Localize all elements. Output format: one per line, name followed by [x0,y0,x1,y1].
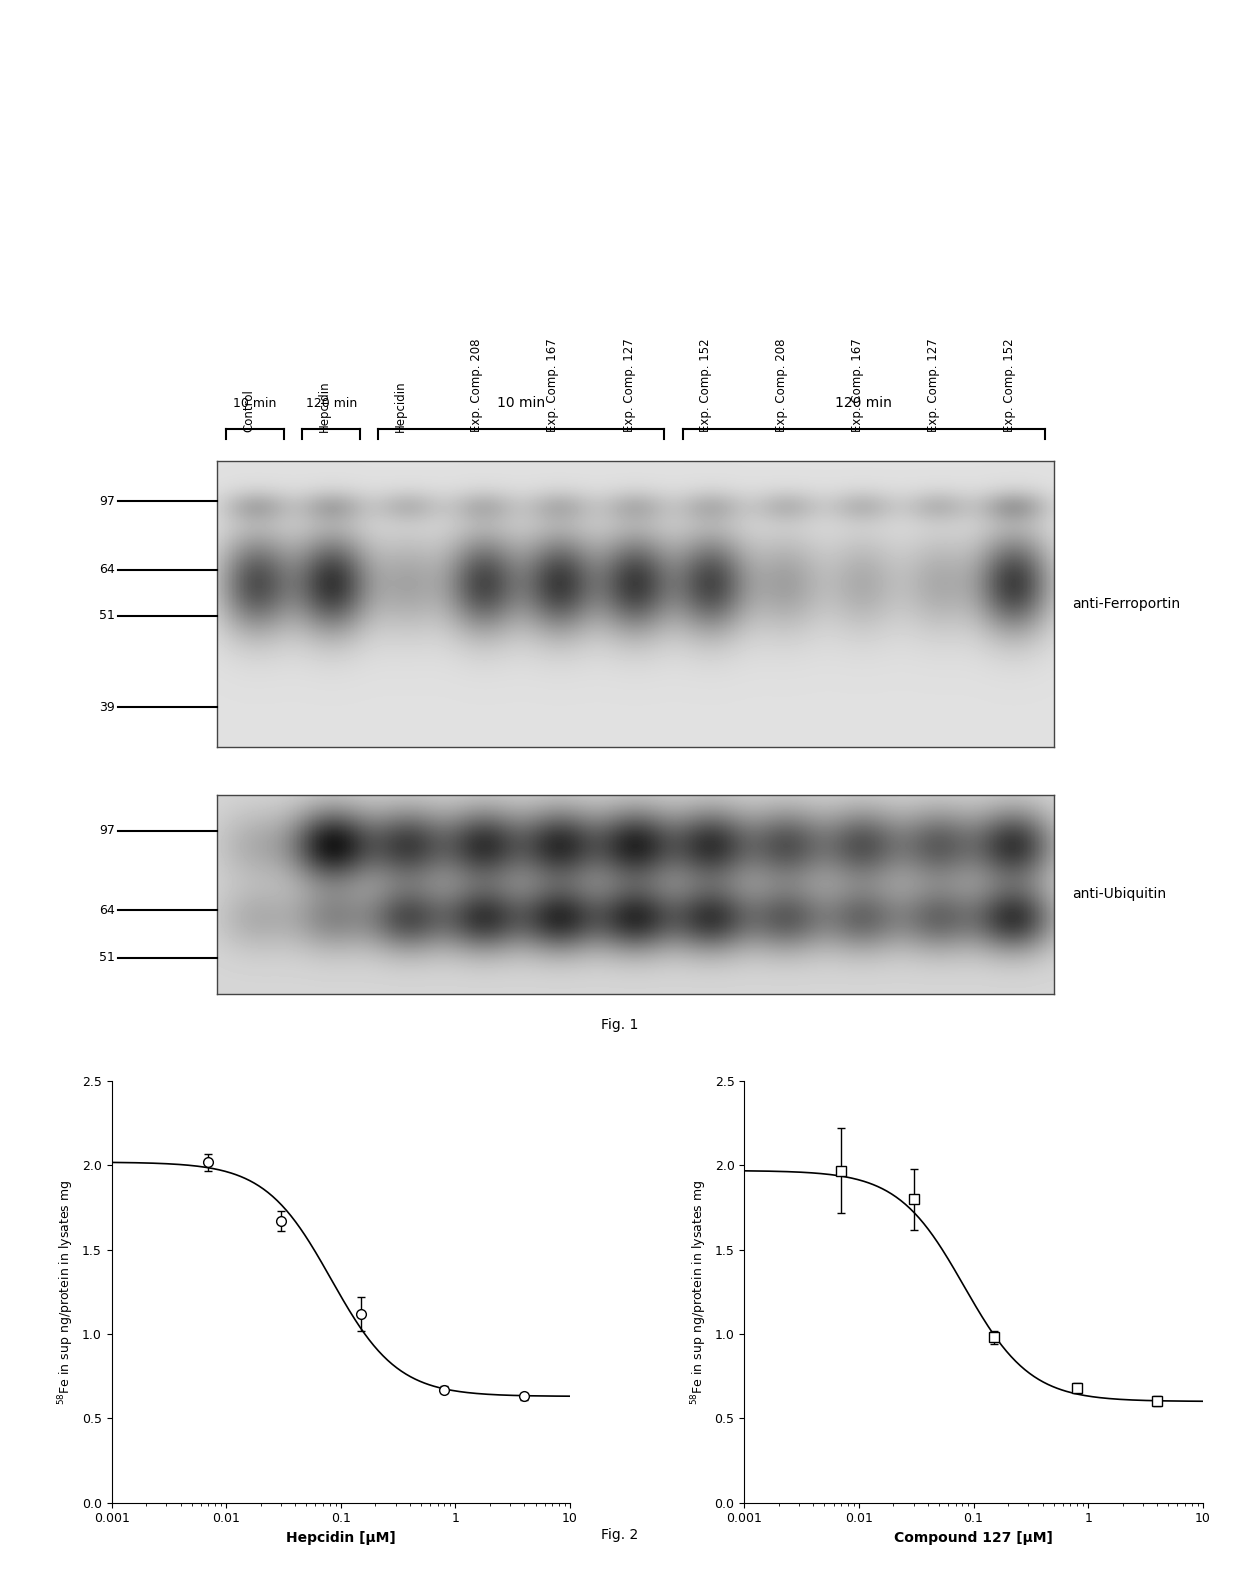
Text: anti-Ferroportin: anti-Ferroportin [1073,598,1180,611]
Text: 39: 39 [99,701,115,714]
Text: 97: 97 [99,824,115,838]
Text: Fig. 2: Fig. 2 [601,1528,639,1542]
Text: Fig. 1: Fig. 1 [601,1018,639,1032]
Text: 120 min: 120 min [305,398,357,410]
Text: Exp. Comp. 167: Exp. Comp. 167 [547,339,559,432]
Text: anti-Ubiquitin: anti-Ubiquitin [1073,887,1167,902]
Text: 120 min: 120 min [836,396,893,410]
Text: Exp. Comp. 127: Exp. Comp. 127 [622,339,635,432]
Y-axis label: $^{58}$Fe in sup ng/protein in lysates mg: $^{58}$Fe in sup ng/protein in lysates m… [689,1180,709,1404]
Text: 10 min: 10 min [233,398,277,410]
Text: 97: 97 [99,494,115,507]
Text: 51: 51 [99,609,115,622]
Text: Hepcidin: Hepcidin [394,382,407,432]
Text: Exp. Comp. 208: Exp. Comp. 208 [470,339,484,432]
Text: Control: Control [242,390,255,432]
Text: 64: 64 [99,563,115,576]
X-axis label: Compound 127 [μM]: Compound 127 [μM] [894,1531,1053,1545]
Text: 10 min: 10 min [497,396,546,410]
Text: Exp. Comp. 127: Exp. Comp. 127 [926,339,940,432]
Text: Exp. Comp. 152: Exp. Comp. 152 [698,339,712,432]
Text: Exp. Comp. 167: Exp. Comp. 167 [851,339,864,432]
Text: Hepcidin: Hepcidin [319,382,331,432]
Text: 64: 64 [99,903,115,917]
Y-axis label: $^{58}$Fe in sup ng/protein in lysates mg: $^{58}$Fe in sup ng/protein in lysates m… [57,1180,77,1404]
Text: 51: 51 [99,951,115,965]
Text: Exp. Comp. 152: Exp. Comp. 152 [1003,339,1016,432]
X-axis label: Hepcidin [μM]: Hepcidin [μM] [286,1531,396,1545]
Text: Exp. Comp. 208: Exp. Comp. 208 [775,339,787,432]
